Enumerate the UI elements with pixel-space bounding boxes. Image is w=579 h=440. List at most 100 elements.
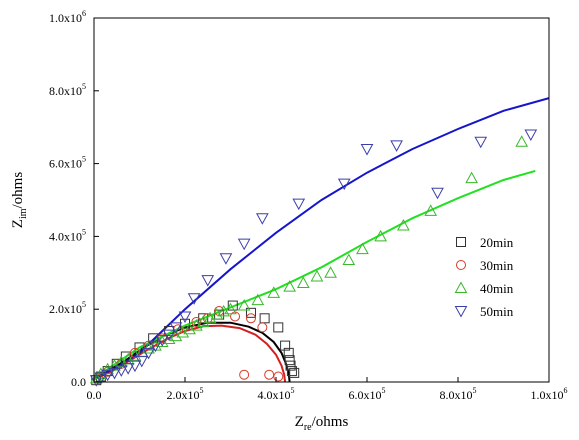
data-point-40min [251,293,265,306]
data-point-40min [128,349,142,361]
y-tick-label: 4.0x105 [49,227,86,243]
data-point-50min [201,275,215,287]
data-point-40min [224,302,237,315]
data-point-50min [108,367,121,380]
legend-marker-40min [454,281,468,293]
data-point-50min [135,355,149,368]
data-point-40min [397,218,410,231]
data-point-20min [285,360,296,371]
data-point-40min [465,171,478,184]
data-point-50min [474,136,488,149]
data-point-50min [292,198,306,211]
y-tick-label: 0.0 [71,375,86,389]
y-tick-exponent: 6 [82,9,86,18]
legend-label-30min: 30min [480,258,514,273]
x-tick-mantissa: 2.0x10 [167,388,200,402]
data-point-40min [324,266,337,278]
data-point-30min [257,322,268,333]
legend-marker-30min [456,260,466,270]
data-point-50min [128,360,142,373]
data-point-50min [114,365,128,377]
data-point-30min [191,316,202,327]
x-tick-mantissa: 0.0 [87,388,102,402]
data-point-40min [296,276,310,288]
fit-line-40min [93,169,536,380]
data-point-50min [101,369,114,382]
data-markers [89,129,538,387]
data-point-20min [289,367,300,378]
data-point-50min [337,178,351,191]
data-point-20min [245,307,256,318]
y-tick-mantissa: 0.0 [71,375,86,389]
x-axis-ticks: 0.0 2.0x105 4.0x105 6.0x105 8.0x105 1.0x106 [87,377,568,402]
x-tick-label: 8.0x105 [440,386,477,402]
data-point-40min [283,280,296,292]
data-point-50min [237,238,251,251]
data-point-50min [390,140,403,152]
plot-frame [93,17,550,383]
data-point-30min [245,313,256,324]
data-point-50min [121,363,135,375]
x-tick-exponent: 6 [564,386,568,395]
data-point-30min [239,369,250,380]
data-point-50min [149,340,162,353]
data-point-40min [190,319,203,331]
data-point-40min [196,315,210,327]
y-tick-exponent: 5 [82,300,86,309]
legend-label-50min: 50min [480,304,514,319]
x-tick-label: 4.0x105 [258,386,295,402]
data-point-40min [237,299,251,311]
legend-label-20min: 20min [480,235,514,250]
data-point-50min [94,372,108,385]
y-tick-mantissa: 4.0x10 [49,229,82,243]
data-point-40min [515,135,529,147]
x-tick-exponent: 5 [382,386,386,395]
y-tick-exponent: 5 [82,82,86,91]
y-tick-exponent: 5 [82,155,86,164]
data-point-40min [374,229,387,242]
x-axis-label-main: Z [295,414,304,430]
data-point-20min [283,347,294,358]
data-point-20min [227,300,238,311]
data-point-50min [142,347,155,360]
x-tick-mantissa: 4.0x10 [258,388,291,402]
data-point-40min [356,242,369,255]
y-axis-label-unit: /ohms [10,172,26,209]
data-point-50min [169,322,183,334]
x-axis-label-sub: re [304,422,312,433]
data-point-40min [267,286,281,298]
data-point-50min [360,144,374,156]
legend: 20min 30min 40min 50min [454,235,514,319]
x-tick-label: 2.0x105 [167,386,204,402]
data-point-50min [524,129,538,142]
data-point-40min [169,329,183,342]
x-tick-mantissa: 1.0x10 [531,388,564,402]
x-tick-label: 1.0x106 [531,386,568,402]
data-point-50min [155,335,169,347]
y-tick-mantissa: 2.0x10 [49,302,82,316]
y-axis-label-sub: im [18,208,29,219]
data-point-40min [424,204,438,216]
x-tick-exponent: 5 [291,386,295,395]
y-tick-mantissa: 1.0x10 [49,11,82,25]
data-point-20min [259,313,270,324]
y-tick-label: 2.0x105 [49,300,86,316]
y-tick-mantissa: 6.0x10 [49,157,82,171]
data-point-40min [108,359,121,371]
y-axis-label-main: Z [10,219,26,228]
x-tick-exponent: 5 [473,386,477,395]
data-point-40min [183,322,196,335]
y-tick-mantissa: 8.0x10 [49,84,82,98]
y-tick-label: 1.0x106 [49,9,86,25]
data-point-40min [342,253,356,266]
x-tick-mantissa: 8.0x10 [440,388,473,402]
data-point-50min [187,293,201,305]
legend-marker-20min [456,237,466,247]
data-point-20min [284,355,295,366]
x-axis-label: Zre/ohms [295,414,349,433]
data-point-20min [280,340,291,351]
x-tick-exponent: 5 [200,386,204,395]
x-tick-label: 6.0x105 [349,386,386,402]
